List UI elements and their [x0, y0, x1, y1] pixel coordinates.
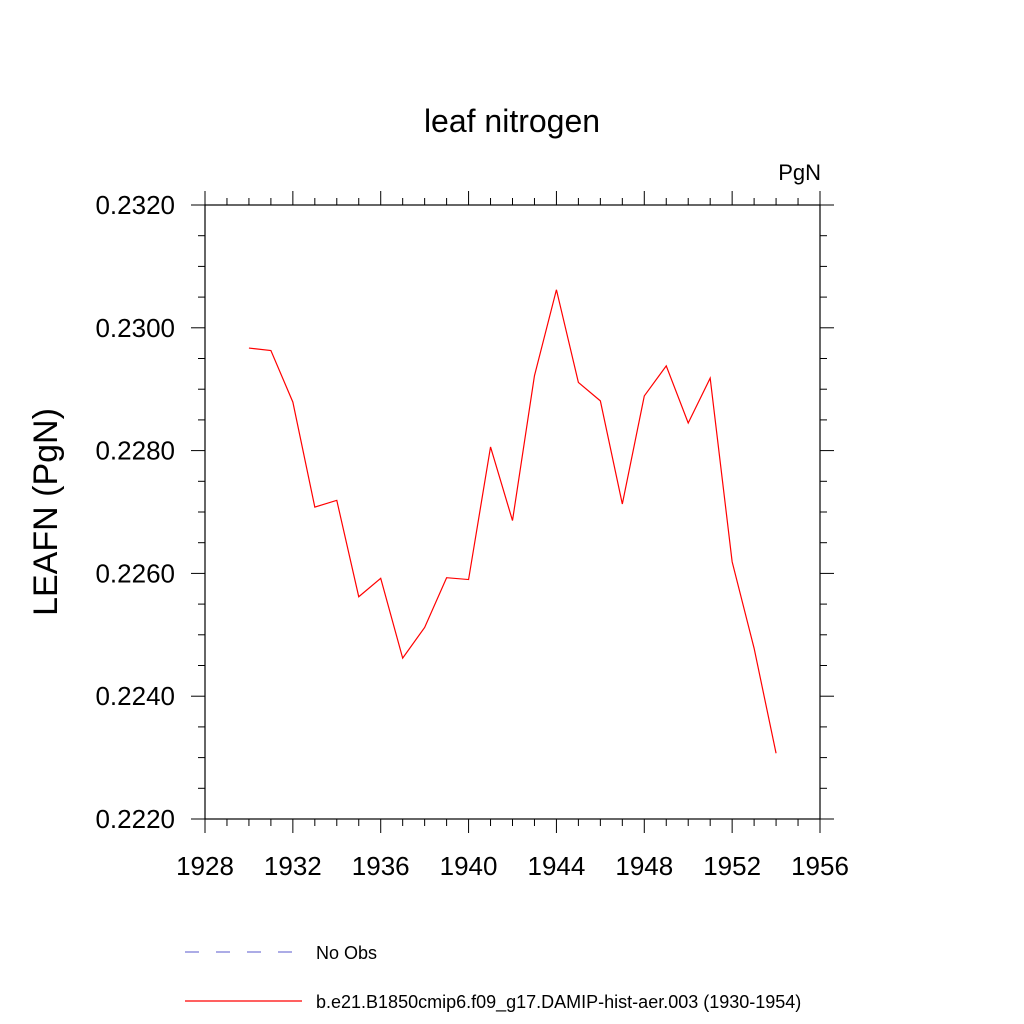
x-tick-label: 1936 [352, 851, 410, 881]
x-tick-label: 1944 [528, 851, 586, 881]
chart-title: leaf nitrogen [424, 103, 600, 139]
tick-labels: 1928 1932 1936 1940 1944 1948 1952 1956 0.2220 0.… [95, 190, 848, 881]
legend-label-1: b.e21.B1850cmip6.f09_g17.DAMIP-hist-aer.… [316, 992, 801, 1013]
units-label: PgN [778, 160, 821, 185]
x-tick-label: 1940 [440, 851, 498, 881]
y-tick-label: 0.2260 [95, 558, 175, 588]
axis-ticks [191, 191, 834, 833]
x-tick-label: 1932 [264, 851, 322, 881]
series-line-1 [248, 289, 777, 754]
y-tick-label: 0.2240 [95, 681, 175, 711]
series-layer [248, 289, 777, 754]
legend: No Obs b.e21.B1850cmip6.f09_g17.DAMIP-his… [185, 943, 801, 1013]
y-tick-label: 0.2320 [95, 190, 175, 220]
x-tick-label: 1952 [703, 851, 761, 881]
legend-label-0: No Obs [316, 943, 377, 963]
y-tick-label: 0.2280 [95, 436, 175, 466]
x-tick-label: 1956 [791, 851, 849, 881]
x-tick-label: 1928 [176, 851, 234, 881]
plot-frame [204, 204, 821, 820]
y-tick-label: 0.2300 [95, 313, 175, 343]
x-tick-label: 1948 [615, 851, 673, 881]
y-axis-label: LEAFN (PgN) [27, 408, 65, 616]
y-tick-label: 0.2220 [95, 804, 175, 834]
